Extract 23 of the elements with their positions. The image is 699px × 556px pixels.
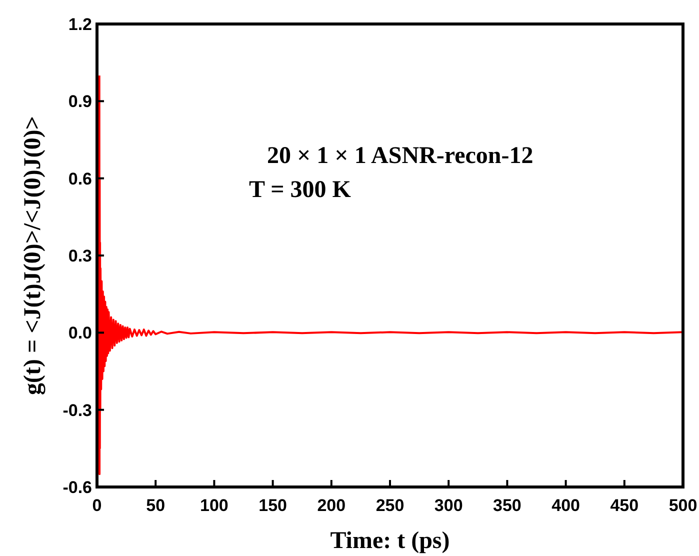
x-tick-label: 50 (146, 496, 166, 515)
y-tick-label: 1.2 (68, 15, 92, 34)
x-tick-label: 150 (258, 496, 287, 515)
x-tick-label: 200 (317, 496, 346, 515)
y-tick-label: 0.6 (68, 169, 92, 188)
y-tick-label: 0.0 (68, 324, 92, 343)
annotation: T = 300 K (249, 177, 352, 203)
x-tick-label: 500 (668, 496, 698, 515)
x-tick-label: 250 (376, 496, 404, 515)
line-series (98, 74, 683, 476)
y-tick-label: -0.6 (62, 478, 92, 497)
x-axis-title: Time: t (ps) (330, 528, 450, 554)
x-tick-label: 350 (493, 496, 522, 515)
y-axis-title: g(t) = <J(t)J(0)>/<J(0)J(0)> (20, 116, 46, 395)
y-tick-label: 0.9 (68, 92, 92, 112)
y-tick-label: 0.3 (68, 246, 92, 266)
x-tick-label: 300 (434, 496, 463, 515)
x-tick-label: 0 (92, 496, 102, 515)
x-tick-label: 100 (200, 496, 228, 515)
annotation: 20 × 1 × 1 ASNR-recon-12 (267, 143, 534, 169)
y-tick-label: -0.3 (62, 400, 92, 420)
x-tick-label: 400 (552, 496, 580, 515)
x-tick-label: 450 (610, 496, 639, 515)
